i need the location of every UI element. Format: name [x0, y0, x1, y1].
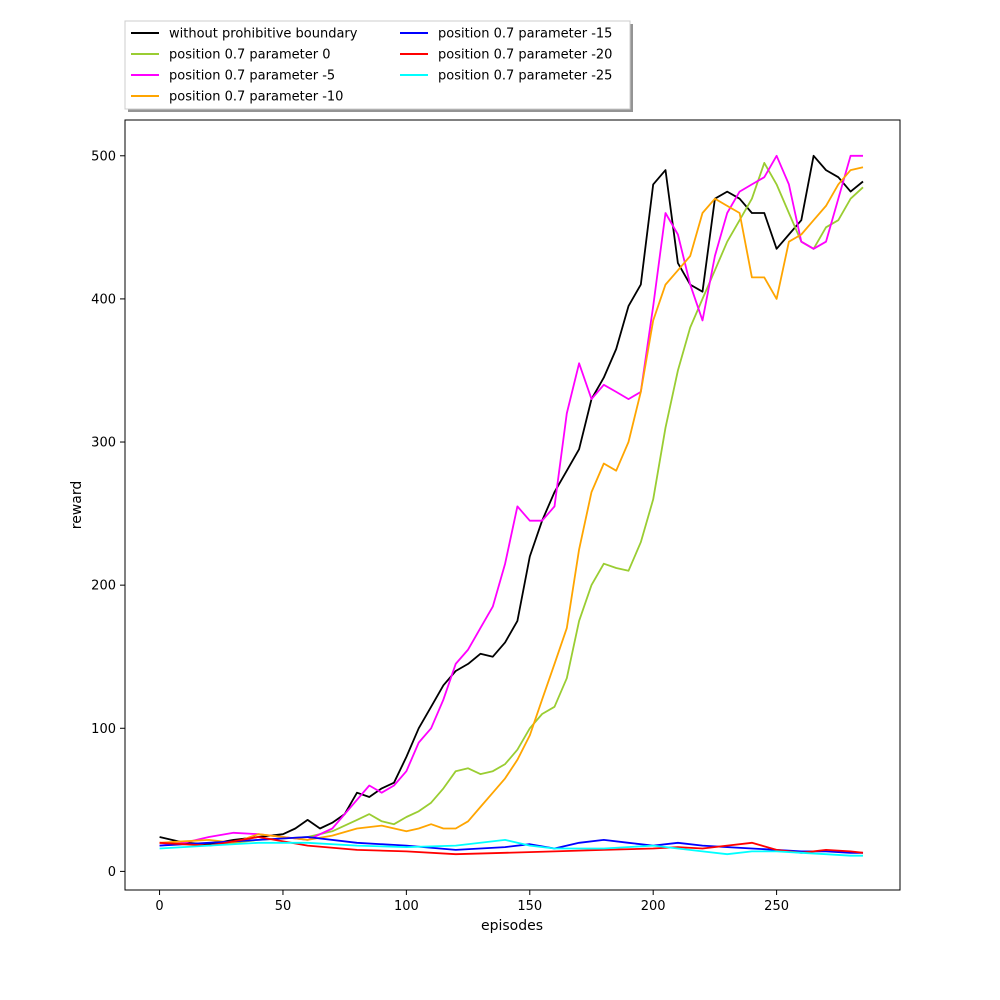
- x-tick-label-1: 50: [275, 899, 292, 914]
- legend-label-0: without prohibitive boundary: [169, 27, 358, 42]
- legend-label-6: position 0.7 parameter -25: [438, 69, 612, 84]
- y-axis: 0 100 200 300 400 500: [91, 149, 125, 880]
- y-tick-label-1: 100: [91, 722, 116, 737]
- x-tick-label-5: 250: [764, 899, 789, 914]
- legend: without prohibitive boundary position 0.7…: [124, 20, 633, 112]
- legend-label-5: position 0.7 parameter -20: [438, 48, 612, 63]
- x-tick-label-4: 200: [641, 899, 666, 914]
- y-tick-label-4: 400: [91, 292, 116, 307]
- y-tick-label-3: 300: [91, 436, 116, 451]
- x-axis-label: episodes: [481, 918, 543, 934]
- legend-label-2: position 0.7 parameter -5: [169, 69, 335, 84]
- legend-label-1: position 0.7 parameter 0: [169, 48, 330, 63]
- plot-frame: [124, 119, 901, 891]
- x-tick-label-2: 100: [394, 899, 419, 914]
- x-tick-label-0: 0: [155, 899, 163, 914]
- x-axis: 0 50 100 150 200 250: [155, 890, 789, 914]
- legend-label-3: position 0.7 parameter -10: [169, 90, 343, 105]
- x-tick-label-3: 150: [517, 899, 542, 914]
- series-line-3: [159, 166, 864, 844]
- series-line-1: [159, 161, 864, 847]
- series-line-2: [159, 154, 863, 847]
- y-tick-label-0: 0: [108, 865, 116, 880]
- series-line-6: [159, 839, 863, 857]
- legend-items: without prohibitive boundary position 0.7…: [131, 27, 612, 105]
- y-tick-label-2: 200: [91, 579, 116, 594]
- y-tick-label-5: 500: [91, 149, 116, 164]
- y-axis-label: reward: [69, 481, 85, 530]
- legend-label-4: position 0.7 parameter -15: [438, 27, 612, 42]
- legend-box: [124, 20, 631, 110]
- plot-lines: [159, 154, 864, 857]
